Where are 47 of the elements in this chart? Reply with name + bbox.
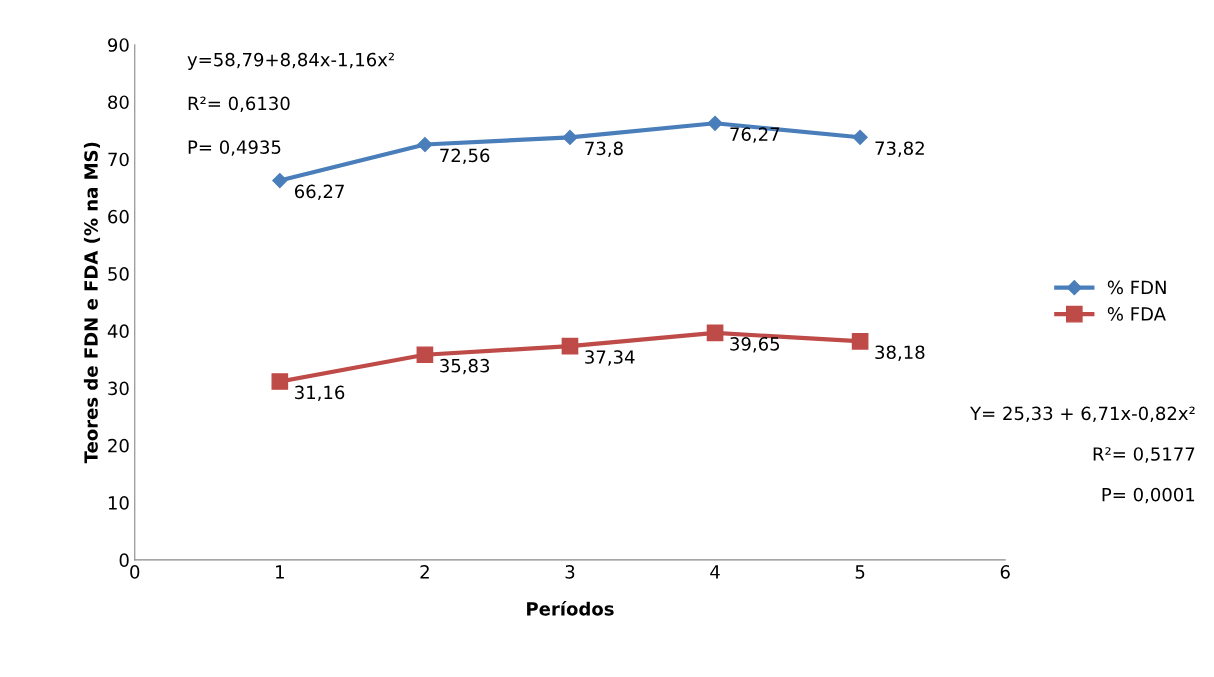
y-tick-label: 70 xyxy=(108,152,129,167)
y-tick-label: 10 xyxy=(108,496,129,510)
text: P= 0,0001 xyxy=(1102,487,1195,504)
point xyxy=(562,129,578,145)
text: R²= 0,5177 xyxy=(1093,447,1195,463)
annotation: P= 0,4935 xyxy=(188,140,281,156)
data-label: 73,8 xyxy=(585,141,623,157)
x-tick-label: 6 xyxy=(1000,565,1010,579)
legend-label: % FDA xyxy=(1107,307,1166,321)
x-tick-label: 5 xyxy=(855,565,865,579)
y-tick-label: 20 xyxy=(108,438,129,453)
y-tick-label: 50 xyxy=(108,267,129,281)
point xyxy=(852,129,868,145)
data-label: 37,34 xyxy=(585,350,635,366)
x-tick-label: 0 xyxy=(130,565,140,579)
y-tick-label: 80 xyxy=(108,95,129,110)
data-label: 31,16 xyxy=(295,385,345,402)
data-label: 39,65 xyxy=(730,336,780,353)
y-tick-label: 0 xyxy=(119,553,129,567)
x-tick-label: 3 xyxy=(565,565,575,579)
y-axis-title: Teores de FDN e FDA (% na MS) xyxy=(83,142,100,464)
data-label: 73,82 xyxy=(875,141,924,157)
y-tick-label: 40 xyxy=(107,324,129,339)
point xyxy=(416,346,434,364)
x-tick-label: 4 xyxy=(710,565,720,579)
data-label: 66,27 xyxy=(294,184,344,201)
y-tick-label: 30 xyxy=(108,381,129,396)
y-tick-label: 60 xyxy=(108,209,129,224)
data-label: 72,56 xyxy=(440,148,490,165)
point xyxy=(706,324,724,342)
x-axis-title: Períodos xyxy=(527,600,614,616)
annotation: R²= 0,6130 xyxy=(188,96,290,113)
point xyxy=(272,172,288,189)
data-label: 76,27 xyxy=(730,127,780,143)
point xyxy=(417,136,433,153)
point xyxy=(707,115,723,131)
x-tick-label: 1 xyxy=(276,565,284,579)
annotation: Y= 25,33 + 6,71x-0,82x² xyxy=(970,406,1195,423)
legend-label: % FDN xyxy=(1107,280,1166,295)
annotation: y=58,79+8,84x-1,16x² xyxy=(187,52,394,70)
point xyxy=(561,337,579,355)
data-label: 38,18 xyxy=(875,345,925,361)
x-tick-label: 2 xyxy=(420,565,429,579)
point xyxy=(271,373,289,390)
point xyxy=(851,332,869,350)
data-label: 35,83 xyxy=(440,358,490,375)
y-tick-label: 90 xyxy=(108,38,129,52)
